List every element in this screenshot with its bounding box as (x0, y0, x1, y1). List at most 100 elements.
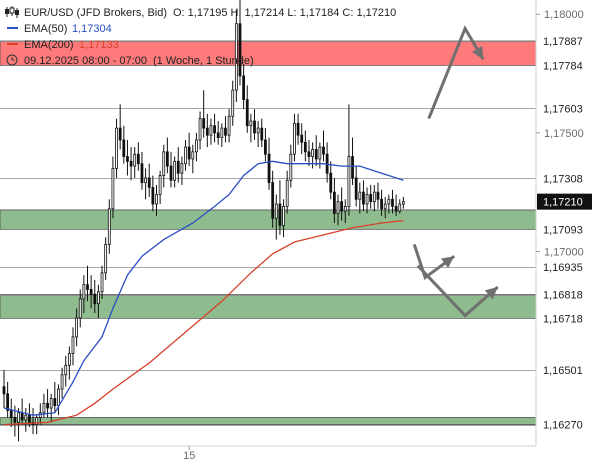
candle (202, 90, 206, 138)
candle (278, 180, 282, 235)
ema200-line (3, 219, 404, 426)
arrows-layer (412, 25, 499, 318)
y-tick-label-2: 1,17000 (544, 246, 584, 258)
candle (60, 367, 64, 399)
candle (162, 144, 166, 188)
candle (398, 199, 402, 214)
candle (296, 113, 300, 145)
candle (267, 137, 271, 190)
candle (238, 0, 242, 86)
candle (387, 194, 391, 214)
price-level-label-0: 1,17887 (543, 36, 583, 48)
price-level-label-6: 1,16818 (543, 290, 583, 302)
candle (336, 194, 340, 226)
zones-layer (0, 40, 537, 426)
candle (274, 194, 278, 240)
candle (147, 163, 151, 197)
legend-ohlc: O: 1,17195 H: 1,17214 L: 1,17184 C: 1,17… (173, 7, 396, 19)
candle (351, 137, 354, 186)
candle (118, 104, 122, 150)
candle (369, 185, 373, 209)
resistance-zone-0 (0, 40, 537, 66)
candle (144, 168, 147, 200)
candle (198, 111, 202, 150)
candle (318, 142, 322, 169)
candle (205, 113, 209, 148)
candle (220, 123, 224, 148)
candle (82, 275, 86, 314)
candle (213, 113, 216, 143)
candle (289, 144, 293, 188)
candle (115, 118, 118, 178)
candle (300, 123, 304, 155)
levels-layer (0, 41, 592, 426)
candle (191, 144, 195, 174)
time-axis: 15 (183, 446, 195, 462)
price-level-label-2: 1,17603 (543, 103, 583, 115)
candle (133, 147, 137, 178)
current-price-badge: 1,17210 (537, 193, 592, 210)
price-level-label-9: 1,16270 (543, 420, 583, 432)
candle (67, 346, 71, 380)
price-level-label-4: 1,17093 (543, 224, 583, 236)
candle (224, 116, 227, 143)
candle (354, 166, 358, 207)
candle (176, 147, 180, 183)
candle (71, 327, 75, 366)
price-level-label-3: 1,17308 (543, 173, 583, 185)
candle (314, 135, 318, 167)
candle (394, 194, 398, 216)
candle (136, 142, 140, 171)
y-tick-label-1: 1,17500 (544, 128, 584, 140)
candle (332, 177, 336, 223)
candle (53, 381, 57, 413)
candle (391, 189, 394, 214)
candle (343, 199, 347, 223)
candle (329, 161, 333, 200)
candle (57, 384, 60, 416)
candle (271, 170, 275, 228)
price-axis: 1,18000 1,17500 1,17000 1,17887 1,17784 1,176… (536, 9, 592, 432)
legend-ema50-value: 1,17304 (72, 23, 112, 35)
candle (307, 139, 311, 167)
candle (173, 156, 177, 188)
candle (245, 85, 249, 133)
candle (293, 113, 296, 162)
candle (155, 185, 158, 216)
candle (401, 196, 405, 209)
candle (195, 132, 198, 162)
scenario-arrow-0 (427, 25, 485, 120)
candle (17, 408, 20, 442)
candle (260, 118, 264, 148)
candle (285, 170, 289, 214)
candle (35, 415, 39, 435)
candle (93, 279, 97, 314)
price-level-label-8: 1,16501 (543, 365, 583, 377)
candle (6, 381, 10, 418)
candle (2, 370, 6, 409)
legend-ema200-value: 1,17133 (79, 39, 119, 51)
candle (158, 170, 162, 205)
candle (107, 199, 111, 254)
candle (100, 265, 104, 299)
candle (126, 139, 129, 176)
candle (383, 196, 387, 219)
candle (303, 130, 307, 162)
candle (380, 189, 383, 216)
candle (347, 104, 351, 216)
candle (165, 137, 169, 174)
candle (151, 175, 155, 212)
current-price-label: 1,17210 (543, 197, 583, 209)
candle (256, 120, 260, 148)
candle (227, 109, 231, 143)
candle (111, 156, 115, 219)
scenario-arrow-1 (412, 243, 456, 280)
legend-period: (1 Woche, 1 Stunde) (153, 55, 254, 67)
support-zone-3 (0, 417, 537, 426)
candle (249, 113, 253, 143)
x-tick-label-0: 15 (183, 450, 195, 462)
candle (169, 151, 173, 188)
candle (365, 187, 369, 214)
candle (231, 80, 235, 126)
